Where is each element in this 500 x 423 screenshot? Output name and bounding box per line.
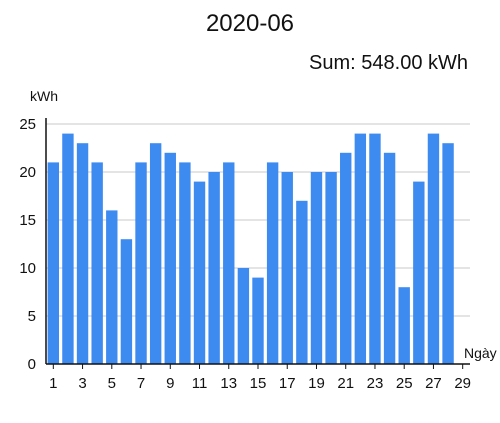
bar bbox=[91, 162, 103, 364]
x-tick-label: 9 bbox=[166, 375, 174, 392]
bar bbox=[120, 239, 133, 364]
y-axis-label: kWh bbox=[30, 88, 58, 104]
x-tick-label: 17 bbox=[279, 375, 296, 392]
bar bbox=[413, 181, 425, 364]
bar bbox=[76, 143, 89, 364]
x-tick-label: 23 bbox=[367, 375, 384, 392]
x-tick-label: 3 bbox=[78, 375, 86, 392]
chart-sum: Sum: 548.00 kWh bbox=[309, 52, 468, 74]
bars bbox=[47, 133, 454, 364]
x-tick-label: 21 bbox=[337, 375, 354, 392]
bar bbox=[149, 143, 162, 364]
y-tick-label: 25 bbox=[19, 116, 36, 133]
chart-title: 2020-06 bbox=[205, 10, 295, 37]
y-tick-label: 0 bbox=[28, 356, 36, 373]
bar bbox=[442, 143, 454, 364]
bar bbox=[106, 210, 118, 364]
bar bbox=[354, 133, 367, 364]
y-tick-label: 20 bbox=[19, 164, 36, 181]
x-tick-label: 11 bbox=[192, 375, 208, 392]
bar bbox=[398, 287, 410, 364]
y-tick-label: 10 bbox=[19, 260, 36, 277]
x-tick-label: 29 bbox=[454, 375, 471, 392]
x-tick-label: 19 bbox=[308, 375, 325, 392]
bar bbox=[208, 172, 220, 364]
bar bbox=[266, 162, 279, 364]
bar bbox=[135, 162, 147, 364]
x-tick-label: 5 bbox=[108, 375, 116, 392]
x-tick-label: 7 bbox=[137, 375, 145, 392]
bar bbox=[296, 200, 308, 364]
y-tick-label: 15 bbox=[19, 212, 36, 229]
bar bbox=[193, 181, 206, 364]
bar bbox=[310, 172, 323, 364]
x-tick-label: 25 bbox=[396, 375, 413, 392]
y-tick-label: 5 bbox=[28, 308, 36, 325]
bar bbox=[223, 162, 235, 364]
x-axis-label: Ngày bbox=[464, 345, 497, 361]
bar bbox=[252, 277, 264, 364]
x-tick-label: 15 bbox=[250, 375, 267, 392]
bar bbox=[47, 162, 60, 364]
x-tick-label: 13 bbox=[220, 375, 237, 392]
x-tick-label: 1 bbox=[49, 375, 57, 392]
bar bbox=[281, 172, 293, 364]
bar bbox=[164, 152, 176, 364]
bar bbox=[383, 152, 396, 364]
bar bbox=[62, 133, 74, 364]
bar bbox=[369, 133, 381, 364]
bar bbox=[340, 152, 352, 364]
bar bbox=[325, 172, 337, 364]
bar bbox=[179, 162, 191, 364]
bar bbox=[427, 133, 440, 364]
x-tick-label: 27 bbox=[425, 375, 442, 392]
bar bbox=[237, 268, 250, 364]
